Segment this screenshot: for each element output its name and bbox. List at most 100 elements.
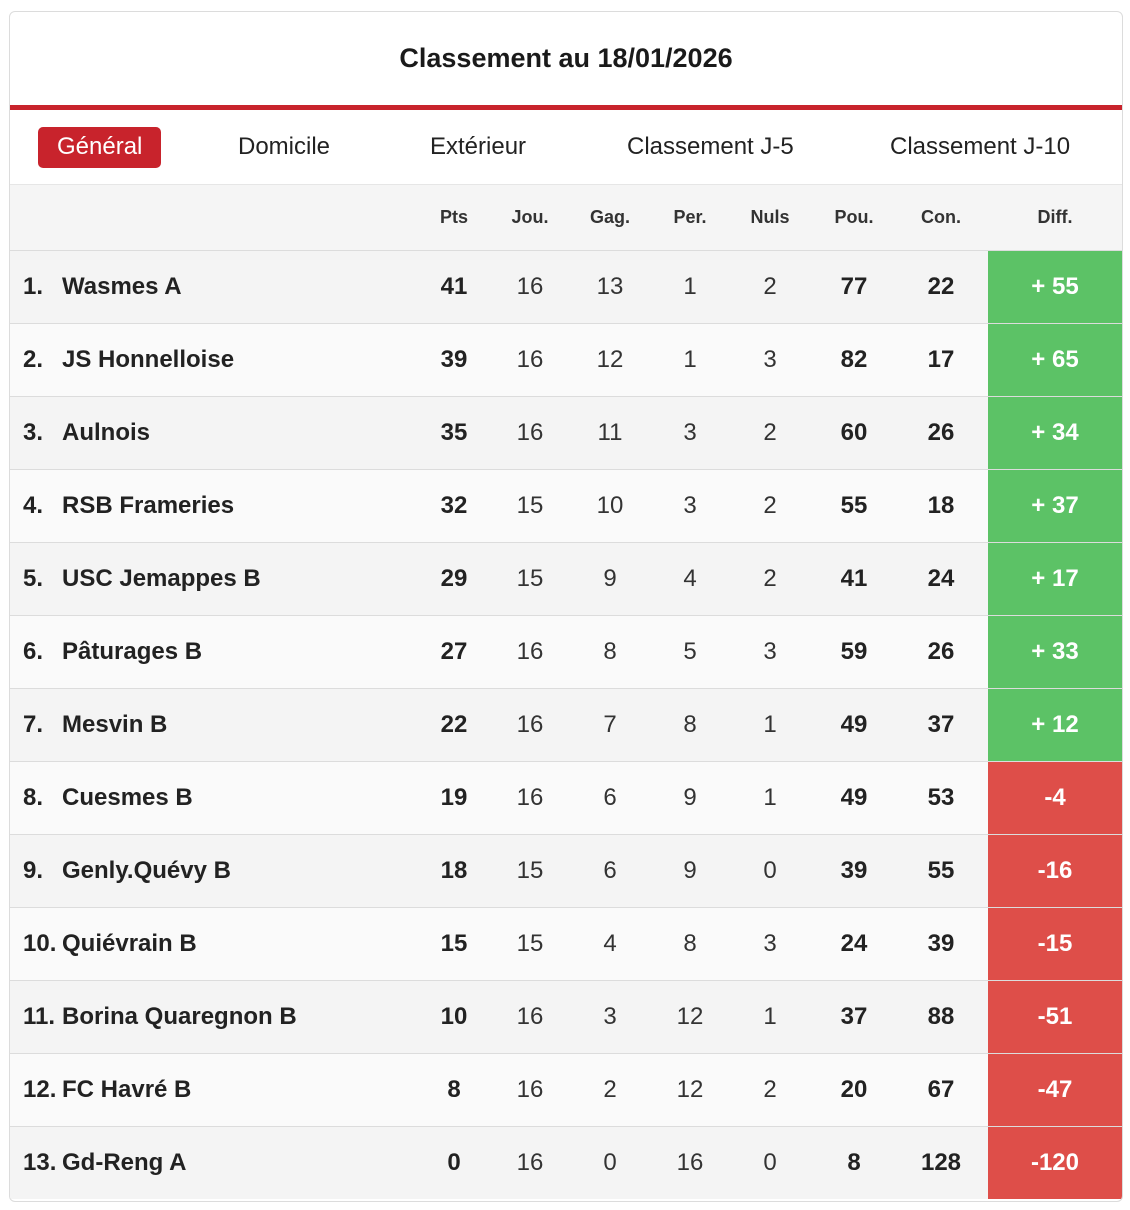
- played-cell: 16: [516, 1075, 544, 1103]
- team-name[interactable]: JS Honnelloise: [62, 345, 235, 373]
- draws-cell: 2: [763, 564, 777, 592]
- points-cell: 22: [440, 710, 468, 738]
- points-cell: 18: [440, 856, 468, 884]
- draws-cell: 1: [763, 710, 777, 738]
- tab-exterieur[interactable]: Extérieur: [430, 133, 527, 160]
- draws-cell: 2: [763, 272, 777, 300]
- rank-cell: 6.: [23, 637, 44, 665]
- goal-difference-badge: -16: [988, 834, 1122, 907]
- table-row[interactable]: 12. FC Havré B 8 16 2 12 2 20 67 -47: [10, 1053, 1122, 1126]
- team-name[interactable]: USC Jemappes B: [62, 564, 261, 592]
- column-header-jou[interactable]: Jou.: [511, 206, 549, 227]
- goals-against-cell: 17: [927, 345, 955, 373]
- table-row[interactable]: 11. Borina Quaregnon B 10 16 3 12 1 37 88 -51: [10, 980, 1122, 1053]
- wins-cell: 9: [603, 564, 617, 592]
- title-bar: Classement au 18/01/2026: [10, 12, 1122, 110]
- played-cell: 16: [516, 272, 544, 300]
- standings-table: Pts Jou. Gag. Per. Nuls Pou. Con. Diff. …: [10, 185, 1122, 1199]
- rank-cell: 12.: [23, 1075, 57, 1103]
- goals-for-cell: 82: [840, 345, 868, 373]
- goals-for-cell: 8: [847, 1148, 861, 1176]
- goals-for-cell: 39: [840, 856, 868, 884]
- tab-domicile[interactable]: Domicile: [238, 133, 331, 160]
- goal-difference-badge: + 33: [988, 615, 1122, 688]
- goal-difference-badge: -15: [988, 907, 1122, 980]
- tab-classement-j10[interactable]: Classement J-10: [890, 133, 1071, 160]
- table-row[interactable]: 7. Mesvin B 22 16 7 8 1 49 37 + 12: [10, 688, 1122, 761]
- goal-difference-badge: -47: [988, 1053, 1122, 1126]
- goals-for-cell: 55: [840, 491, 868, 519]
- team-name[interactable]: Wasmes A: [62, 272, 182, 300]
- column-header-per[interactable]: Per.: [673, 206, 707, 227]
- team-name[interactable]: Pâturages B: [62, 637, 203, 665]
- team-name[interactable]: Genly.Quévy B: [62, 856, 231, 884]
- table-row[interactable]: 8. Cuesmes B 19 16 6 9 1 49 53 -4: [10, 761, 1122, 834]
- played-cell: 16: [516, 1148, 544, 1176]
- team-name[interactable]: Borina Quaregnon B: [62, 1002, 297, 1030]
- table-row[interactable]: 6. Pâturages B 27 16 8 5 3 59 26 + 33: [10, 615, 1122, 688]
- goals-against-cell: 37: [927, 710, 955, 738]
- table-row[interactable]: 13. Gd-Reng A 0 16 0 16 0 8 128 -120: [10, 1126, 1122, 1199]
- wins-cell: 11: [597, 418, 623, 446]
- goal-difference-badge: + 65: [988, 323, 1122, 396]
- team-name[interactable]: Mesvin B: [62, 710, 168, 738]
- played-cell: 16: [516, 783, 544, 811]
- wins-cell: 3: [603, 1002, 617, 1030]
- wins-cell: 6: [603, 783, 617, 811]
- points-cell: 35: [440, 418, 468, 446]
- team-name[interactable]: RSB Frameries: [62, 491, 235, 519]
- rank-cell: 13.: [23, 1148, 57, 1176]
- wins-cell: 0: [603, 1148, 617, 1176]
- goal-difference-badge: -120: [988, 1126, 1122, 1199]
- played-cell: 16: [516, 1002, 544, 1030]
- table-row[interactable]: 1. Wasmes A 41 16 13 1 2 77 22 + 55: [10, 250, 1122, 323]
- draws-cell: 1: [763, 1002, 777, 1030]
- tab-bar: Général Domicile Extérieur Classement J-…: [10, 110, 1122, 185]
- goals-for-cell: 77: [840, 272, 868, 300]
- column-header-con[interactable]: Con.: [921, 206, 961, 227]
- team-name[interactable]: Cuesmes B: [62, 783, 193, 811]
- table-row[interactable]: 4. RSB Frameries 32 15 10 3 2 55 18 + 37: [10, 469, 1122, 542]
- column-header-nuls[interactable]: Nuls: [750, 206, 790, 227]
- table-row[interactable]: 5. USC Jemappes B 29 15 9 4 2 41 24 + 17: [10, 542, 1122, 615]
- tab-classement-j5[interactable]: Classement J-5: [627, 133, 794, 160]
- column-header-diff[interactable]: Diff.: [1037, 206, 1073, 227]
- wins-cell: 6: [603, 856, 617, 884]
- losses-cell: 9: [683, 856, 697, 884]
- played-cell: 16: [516, 710, 544, 738]
- goals-for-cell: 24: [840, 929, 868, 957]
- goals-against-cell: 24: [927, 564, 955, 592]
- losses-cell: 1: [683, 272, 697, 300]
- rank-cell: 3.: [23, 418, 44, 446]
- team-name[interactable]: Gd-Reng A: [62, 1148, 187, 1176]
- played-cell: 15: [516, 856, 544, 884]
- goals-against-cell: 128: [920, 1148, 962, 1176]
- column-header-pts[interactable]: Pts: [439, 206, 468, 227]
- points-cell: 19: [440, 783, 468, 811]
- points-cell: 32: [440, 491, 468, 519]
- rank-cell: 9.: [23, 856, 44, 884]
- table-row[interactable]: 2. JS Honnelloise 39 16 12 1 3 82 17 + 65: [10, 323, 1122, 396]
- goal-difference-badge: + 12: [988, 688, 1122, 761]
- goals-against-cell: 18: [927, 491, 955, 519]
- goals-against-cell: 22: [927, 272, 955, 300]
- table-row[interactable]: 9. Genly.Quévy B 18 15 6 9 0 39 55 -16: [10, 834, 1122, 907]
- team-name[interactable]: FC Havré B: [62, 1075, 192, 1103]
- column-header-pou[interactable]: Pou.: [834, 206, 874, 227]
- tab-general[interactable]: Général: [38, 126, 162, 168]
- wins-cell: 2: [603, 1075, 617, 1103]
- table-body: 1. Wasmes A 41 16 13 1 2 77 22 + 55 2. JS Honnelloi…: [10, 250, 1122, 1199]
- played-cell: 16: [516, 418, 544, 446]
- team-name[interactable]: Aulnois: [62, 418, 150, 446]
- team-name[interactable]: Quiévrain B: [62, 929, 197, 957]
- goals-for-cell: 49: [840, 710, 868, 738]
- losses-cell: 3: [683, 491, 697, 519]
- table-row[interactable]: 3. Aulnois 35 16 11 3 2 60 26 + 34: [10, 396, 1122, 469]
- table-row[interactable]: 10. Quiévrain B 15 15 4 8 3 24 39 -15: [10, 907, 1122, 980]
- table-header-row: Pts Jou. Gag. Per. Nuls Pou. Con. Diff.: [10, 185, 1122, 250]
- column-header-gag[interactable]: Gag.: [589, 206, 630, 227]
- goals-for-cell: 20: [840, 1075, 868, 1103]
- goal-difference-badge: -4: [988, 761, 1122, 834]
- goals-against-cell: 53: [927, 783, 955, 811]
- points-cell: 0: [447, 1148, 461, 1176]
